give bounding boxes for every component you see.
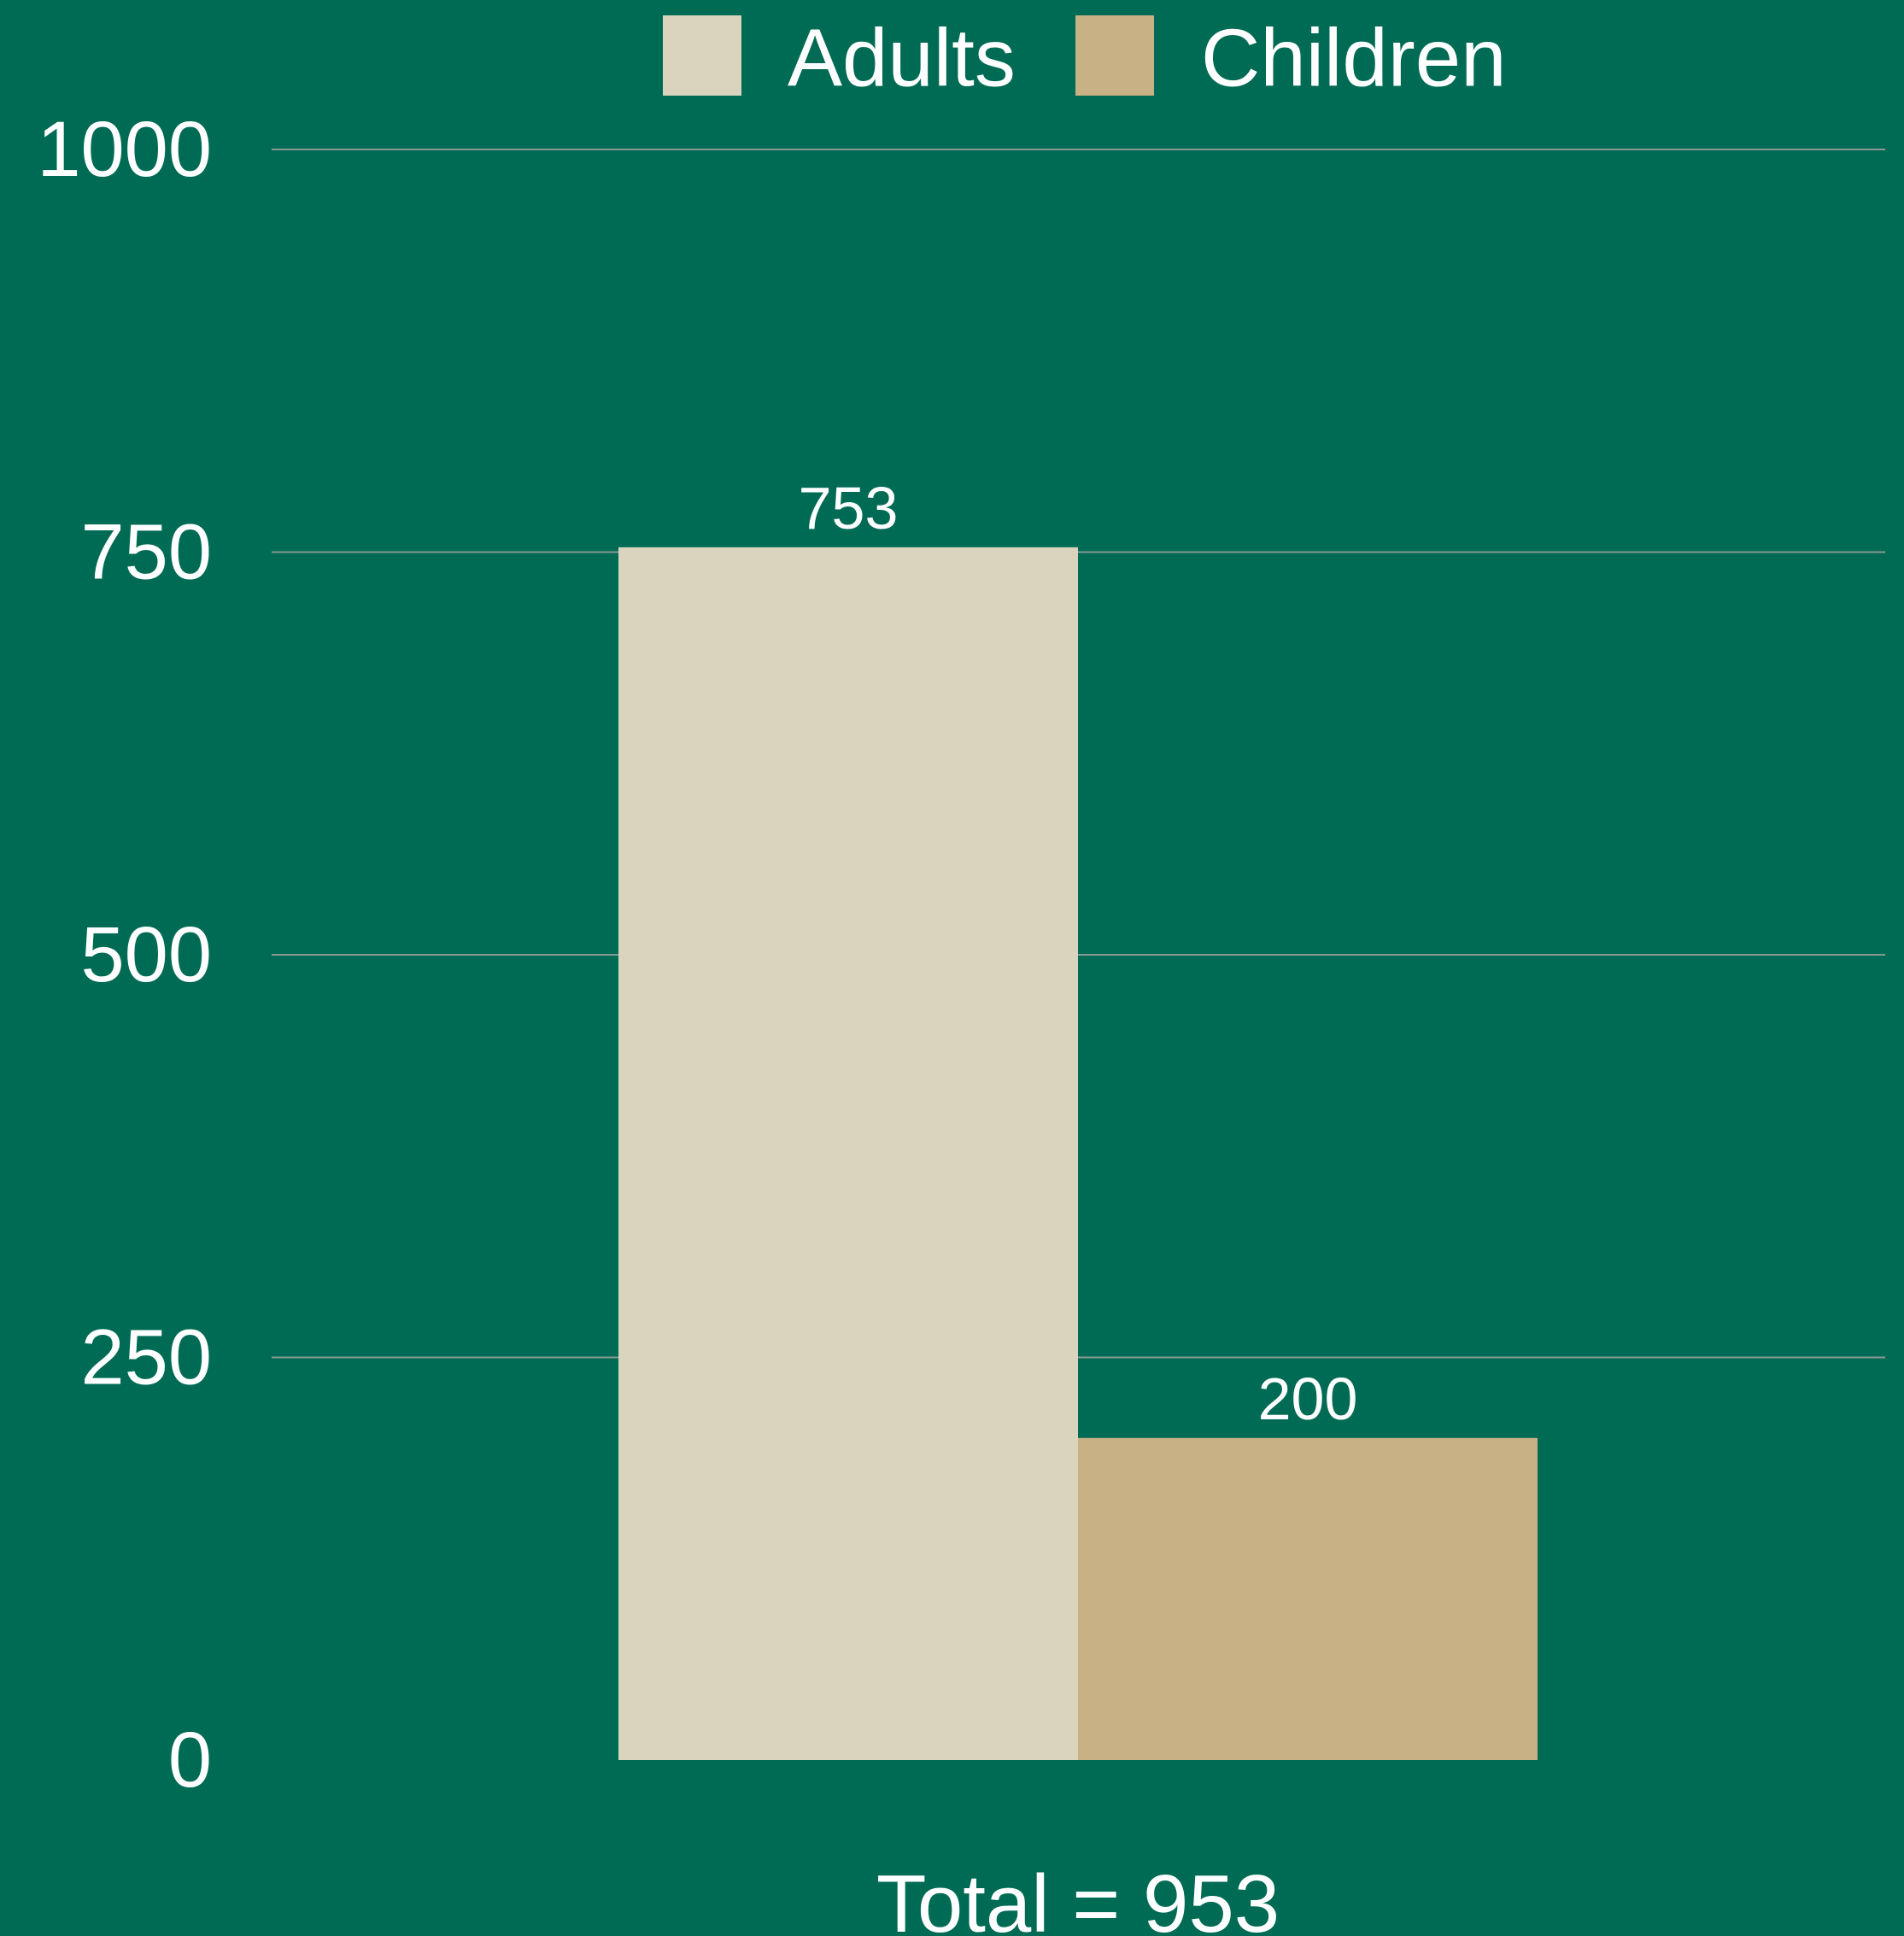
data-label-children: 200: [1258, 1366, 1358, 1432]
legend-item-adults: Adults: [663, 13, 1016, 104]
legend-label-children: Children: [1201, 13, 1507, 104]
category-label: Total = 953: [876, 1858, 1280, 1936]
legend-label-adults: Adults: [788, 13, 1016, 104]
y-tick-label-500: 500: [81, 911, 213, 998]
bar-adults: [618, 547, 1078, 1760]
y-tick-label-750: 750: [81, 509, 213, 596]
data-labels: 753 200: [799, 475, 1358, 1432]
data-label-adults: 753: [799, 475, 899, 541]
bars: [618, 547, 1538, 1760]
legend: Adults Children: [663, 13, 1507, 104]
legend-swatch-children: [1075, 15, 1154, 96]
y-tick-label-1000: 1000: [37, 106, 212, 193]
y-axis-tick-labels: 0 250 500 750 1000: [37, 106, 212, 1804]
x-axis-category-labels: Total = 953: [876, 1858, 1280, 1936]
y-tick-label-0: 0: [168, 1717, 212, 1804]
gridlines: [272, 149, 1885, 1359]
y-tick-label-250: 250: [81, 1314, 213, 1401]
legend-item-children: Children: [1075, 13, 1507, 104]
bar-children: [1078, 1437, 1538, 1760]
legend-swatch-adults: [663, 15, 741, 96]
